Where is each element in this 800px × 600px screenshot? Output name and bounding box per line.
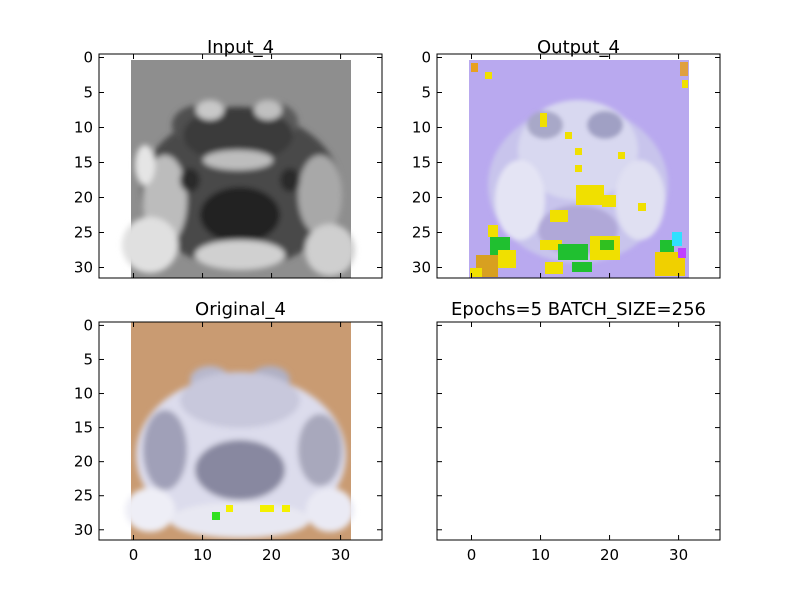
ytick-label: 10 xyxy=(412,119,431,137)
ytick-label: 5 xyxy=(83,350,93,368)
xaxis-input xyxy=(133,273,342,278)
panel-title-summary: Epochs=5 BATCH_SIZE=256 xyxy=(451,299,706,320)
xaxis-top-input xyxy=(133,54,342,59)
yaxis-summary xyxy=(437,324,720,531)
ytick-label: 20 xyxy=(74,189,93,207)
ytick-label: 5 xyxy=(83,84,93,102)
image-output xyxy=(469,60,689,278)
xtick-label: 20 xyxy=(600,546,619,564)
xtick-label: 30 xyxy=(331,546,350,564)
ytick-label: 30 xyxy=(74,259,93,277)
xtick-label: 10 xyxy=(531,546,550,564)
xtick-label: 30 xyxy=(669,546,688,564)
ytick-label: 25 xyxy=(74,487,93,505)
ytick-label: 15 xyxy=(412,154,431,172)
xaxis-original: 0 10 20 30 xyxy=(129,535,350,564)
panel-output: Output_4 xyxy=(412,37,721,279)
panel-title-input: Input_4 xyxy=(207,37,274,58)
yaxis-output: 0 5 10 15 20 25 30 xyxy=(412,49,720,277)
xaxis-output xyxy=(471,273,680,278)
image-original xyxy=(125,322,354,540)
xaxis-top-output xyxy=(471,54,680,59)
ytick-label: 30 xyxy=(74,521,93,539)
xtick-label: 10 xyxy=(193,546,212,564)
ytick-label: 20 xyxy=(74,453,93,471)
panel-title-output: Output_4 xyxy=(537,37,620,58)
image-input xyxy=(122,60,355,278)
ytick-label: 20 xyxy=(412,189,431,207)
xaxis-summary: 0 10 20 30 xyxy=(467,535,688,564)
axes-frame-summary xyxy=(436,321,721,541)
axes-frame-original xyxy=(98,321,383,541)
ytick-label: 25 xyxy=(74,224,93,242)
ytick-label: 15 xyxy=(74,154,93,172)
ytick-label: 10 xyxy=(74,119,93,137)
ytick-label: 25 xyxy=(412,224,431,242)
ytick-label: 30 xyxy=(412,259,431,277)
panel-summary: Epochs=5 BATCH_SIZE=256 0 10 20 30 xyxy=(436,299,721,564)
xtick-label: 20 xyxy=(262,546,281,564)
ytick-label: 0 xyxy=(83,316,93,334)
panel-input: Input_4 0 5 10 15 20 xyxy=(74,37,383,279)
ytick-label: 0 xyxy=(83,49,93,67)
panel-title-original: Original_4 xyxy=(195,299,286,320)
ytick-label: 10 xyxy=(74,385,93,403)
xaxis-top-summary xyxy=(471,322,680,327)
ytick-label: 5 xyxy=(421,84,431,102)
xtick-label: 0 xyxy=(129,546,139,564)
ytick-label: 15 xyxy=(74,419,93,437)
axes-frame-input xyxy=(98,53,383,279)
yaxis-original: 0 5 10 15 20 25 30 xyxy=(74,316,382,539)
axes-frame-output xyxy=(436,53,721,279)
yaxis-input: 0 5 10 15 20 25 30 xyxy=(74,49,382,277)
ytick-label: 0 xyxy=(421,49,431,67)
xtick-label: 0 xyxy=(467,546,477,564)
xaxis-top-original xyxy=(133,322,342,327)
